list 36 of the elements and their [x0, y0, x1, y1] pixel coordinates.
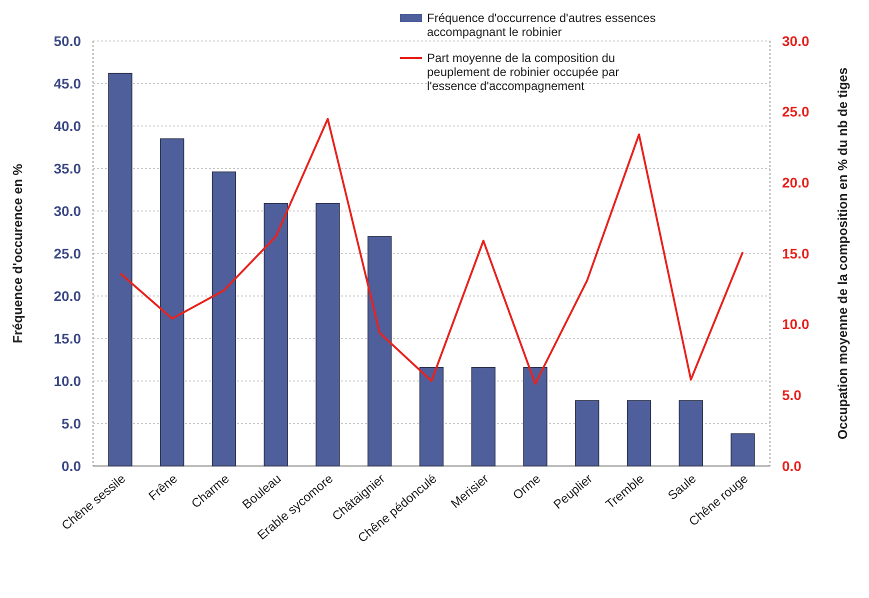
y2-tick-label: 15.0 — [782, 245, 810, 262]
y-axis-title: Fréquence d'occurence en % — [10, 163, 25, 344]
y-tick-label: 20.0 — [54, 288, 82, 304]
bar — [264, 202, 288, 466]
y2-tick-label: 30.0 — [782, 32, 810, 49]
y-tick-label: 10.0 — [54, 372, 82, 389]
y2-tick-label: 20.0 — [782, 174, 810, 191]
y-tick-label: 50.0 — [54, 32, 82, 49]
bar — [316, 202, 340, 466]
y-tick-label: 5.0 — [62, 415, 82, 432]
y-tick-label: 40.0 — [54, 118, 82, 134]
bar — [678, 400, 703, 466]
bar — [471, 367, 496, 466]
y-tick-label: 30.0 — [54, 202, 82, 219]
bar — [419, 367, 444, 466]
bar — [368, 236, 392, 466]
legend-label: Part moyenne de la composition du peuplement de robinier occupée par l'essence d'accompagnement — [427, 51, 620, 93]
bar — [730, 433, 755, 466]
bar — [212, 172, 236, 466]
legend-label: Fréquence d'occurrence d'autres essences accompagnant le robinier — [427, 11, 656, 39]
y2-tick-label: 25.0 — [782, 104, 810, 120]
y-tick-label: 25.0 — [54, 245, 82, 262]
y-tick-label: 0.0 — [62, 458, 82, 474]
bar — [160, 138, 184, 466]
bar — [523, 367, 548, 466]
line-series — [119, 118, 744, 385]
y2-tick-label: 5.0 — [782, 387, 802, 404]
y2-tick-label: 0.0 — [782, 458, 802, 474]
y2-tick-label: 10.0 — [782, 316, 810, 332]
y-tick-label: 45.0 — [54, 75, 82, 92]
y-tick-label: 15.0 — [54, 330, 82, 346]
y-tick-label: 35.0 — [54, 160, 82, 176]
bar — [108, 72, 132, 466]
y2-axis-title: Occupation moyenne de la composition en % du nb de tiges — [835, 68, 850, 440]
bar — [626, 400, 652, 466]
bar — [575, 400, 600, 466]
